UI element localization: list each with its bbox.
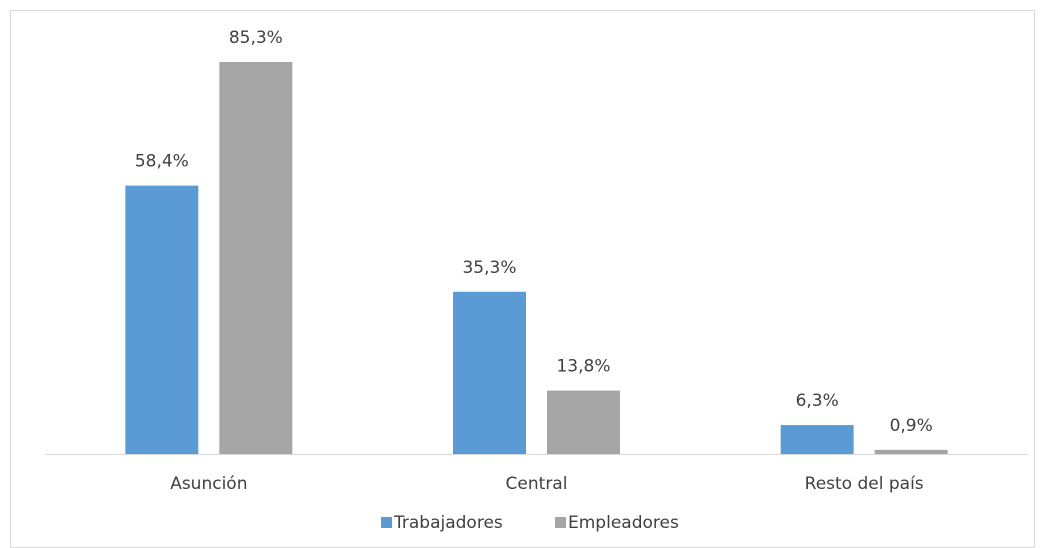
bar: [125, 185, 199, 454]
data-label: 13,8%: [556, 357, 610, 377]
bar: [453, 291, 526, 454]
legend-label: Empleadores: [568, 513, 679, 533]
data-label: 58,4%: [135, 152, 189, 172]
legend-swatch: [381, 517, 392, 528]
data-label: 0,9%: [890, 416, 933, 436]
data-label: 85,3%: [229, 28, 283, 48]
x-tick-label: Asunción: [170, 474, 247, 494]
bar: [547, 390, 620, 454]
legend-label: Trabajadores: [393, 513, 503, 533]
bar: [219, 62, 293, 454]
bar: [874, 449, 948, 454]
x-tick-label: Central: [506, 474, 568, 494]
x-tick-label: Resto del país: [805, 474, 924, 494]
legend-swatch: [555, 517, 566, 528]
bar: [780, 425, 854, 454]
data-label: 6,3%: [796, 391, 839, 411]
data-label: 35,3%: [462, 258, 516, 278]
